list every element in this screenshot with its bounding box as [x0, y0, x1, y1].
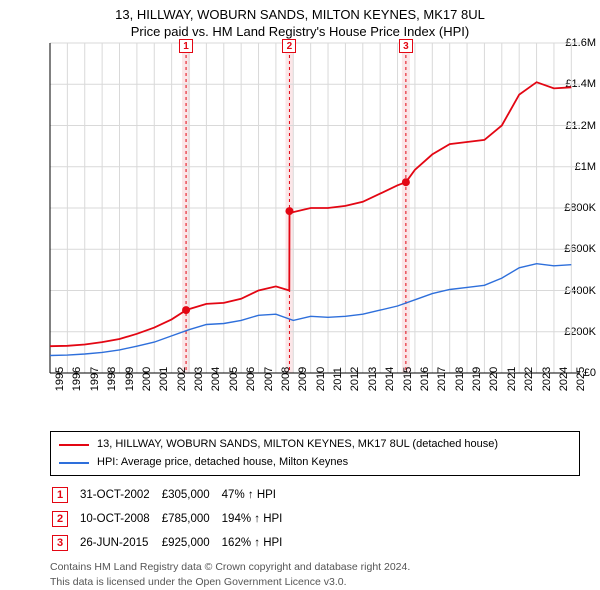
xtick-label: 1995	[54, 367, 66, 391]
xtick-label: 2017	[436, 367, 448, 391]
legend-swatch	[59, 462, 89, 464]
sale-date: 10-OCT-2008	[80, 508, 160, 530]
xtick-label: 2010	[315, 367, 327, 391]
sale-delta: 162% ↑ HPI	[222, 532, 293, 554]
xtick-label: 2015	[402, 367, 414, 391]
xtick-label: 2002	[176, 367, 188, 391]
xtick-label: 2025	[575, 367, 587, 391]
chart-container: 13, HILLWAY, WOBURN SANDS, MILTON KEYNES…	[0, 0, 600, 590]
legend-swatch	[59, 444, 89, 446]
legend-item: HPI: Average price, detached house, Milt…	[59, 454, 571, 472]
footnote-line2: This data is licensed under the Open Gov…	[50, 576, 347, 588]
sale-row: 1 31-OCT-2002 £305,000 47% ↑ HPI	[52, 484, 292, 506]
chart-title: 13, HILLWAY, WOBURN SANDS, MILTON KEYNES…	[0, 0, 600, 24]
xtick-label: 2018	[454, 367, 466, 391]
chart-svg	[50, 43, 580, 373]
sale-dot	[182, 306, 190, 314]
xtick-label: 2020	[488, 367, 500, 391]
xtick-label: 2014	[384, 367, 396, 391]
xtick-label: 2023	[541, 367, 553, 391]
sale-price: £305,000	[162, 484, 220, 506]
sale-index-box: 2	[52, 511, 68, 527]
sale-date: 26-JUN-2015	[80, 532, 160, 554]
legend: 13, HILLWAY, WOBURN SANDS, MILTON KEYNES…	[50, 431, 580, 476]
sale-row: 3 26-JUN-2015 £925,000 162% ↑ HPI	[52, 532, 292, 554]
xtick-label: 2007	[263, 367, 275, 391]
xtick-label: 2012	[349, 367, 361, 391]
sale-dot	[402, 178, 410, 186]
sale-delta: 47% ↑ HPI	[222, 484, 293, 506]
xtick-label: 1998	[106, 367, 118, 391]
xtick-label: 2006	[245, 367, 257, 391]
legend-label: 13, HILLWAY, WOBURN SANDS, MILTON KEYNES…	[97, 436, 498, 454]
sale-index-box: 3	[52, 535, 68, 551]
chart-subtitle: Price paid vs. HM Land Registry's House …	[0, 24, 600, 43]
xtick-label: 2019	[471, 367, 483, 391]
sale-marker-box: 2	[282, 39, 296, 53]
xtick-label: 2013	[367, 367, 379, 391]
xtick-label: 2011	[332, 367, 344, 391]
sale-marker-box: 3	[399, 39, 413, 53]
legend-item: 13, HILLWAY, WOBURN SANDS, MILTON KEYNES…	[59, 436, 571, 454]
xtick-label: 2009	[297, 367, 309, 391]
sales-table: 1 31-OCT-2002 £305,000 47% ↑ HPI 2 10-OC…	[50, 482, 294, 556]
xtick-label: 2005	[228, 367, 240, 391]
legend-label: HPI: Average price, detached house, Milt…	[97, 454, 348, 472]
xtick-label: 1996	[71, 367, 83, 391]
sale-price: £925,000	[162, 532, 220, 554]
xtick-label: 2003	[193, 367, 205, 391]
xtick-label: 2022	[523, 367, 535, 391]
xtick-label: 2001	[158, 367, 170, 391]
xtick-label: 2000	[141, 367, 153, 391]
xtick-label: 1999	[124, 367, 136, 391]
footnote: Contains HM Land Registry data © Crown c…	[50, 560, 580, 588]
sale-delta: 194% ↑ HPI	[222, 508, 293, 530]
sale-index-box: 1	[52, 487, 68, 503]
xtick-label: 2024	[558, 367, 570, 391]
line-chart: £0£200K£400K£600K£800K£1M£1.2M£1.4M£1.6M…	[0, 43, 600, 423]
footnote-line1: Contains HM Land Registry data © Crown c…	[50, 561, 410, 573]
sale-dot	[285, 207, 293, 215]
sale-date: 31-OCT-2002	[80, 484, 160, 506]
sale-marker-box: 1	[179, 39, 193, 53]
sale-price: £785,000	[162, 508, 220, 530]
xtick-label: 2004	[210, 367, 222, 391]
xtick-label: 1997	[89, 367, 101, 391]
sale-row: 2 10-OCT-2008 £785,000 194% ↑ HPI	[52, 508, 292, 530]
xtick-label: 2016	[419, 367, 431, 391]
xtick-label: 2008	[280, 367, 292, 391]
xtick-label: 2021	[506, 367, 518, 391]
